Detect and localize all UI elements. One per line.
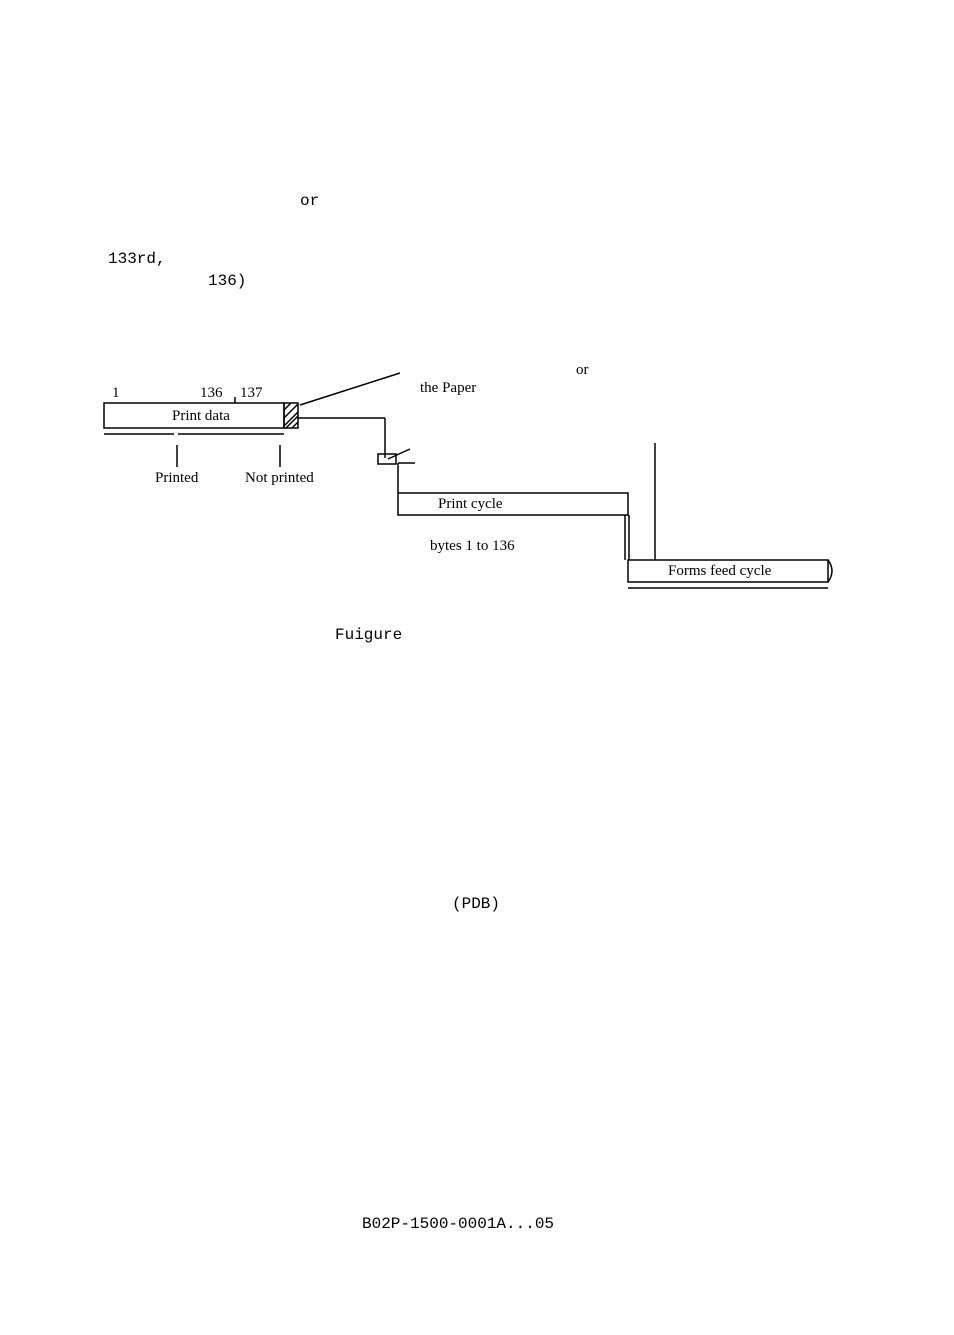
pointer-to-paper (300, 373, 400, 405)
print-cycle-box (398, 493, 628, 515)
diagram-svg (0, 0, 954, 1335)
forms-feed-box (628, 560, 828, 582)
print-data-box (104, 403, 284, 428)
